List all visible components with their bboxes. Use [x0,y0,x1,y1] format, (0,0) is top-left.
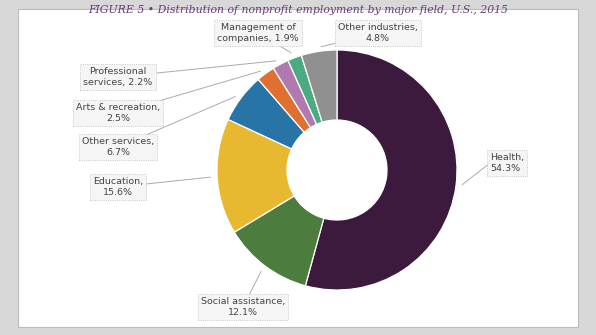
FancyBboxPatch shape [18,9,578,327]
Text: Social assistance,
12.1%: Social assistance, 12.1% [201,297,285,317]
Text: Professional
services, 2.2%: Professional services, 2.2% [83,67,153,87]
Text: Other services,
6.7%: Other services, 6.7% [82,137,154,157]
Text: Arts & recreation,
2.5%: Arts & recreation, 2.5% [76,103,160,123]
Text: Management of
companies, 1.9%: Management of companies, 1.9% [217,23,299,43]
Text: Health,
54.3%: Health, 54.3% [490,153,524,173]
Wedge shape [302,50,337,122]
Wedge shape [234,196,324,286]
Text: Other industries,
4.8%: Other industries, 4.8% [338,23,418,43]
Text: Education,
15.6%: Education, 15.6% [93,177,143,197]
Wedge shape [217,120,294,232]
Wedge shape [228,79,304,149]
Wedge shape [274,60,316,128]
Wedge shape [258,68,311,132]
Wedge shape [288,55,322,124]
Wedge shape [305,50,457,290]
Text: FIGURE 5 • Distribution of nonprofit employment by major field, U.S., 2015: FIGURE 5 • Distribution of nonprofit emp… [88,5,508,15]
